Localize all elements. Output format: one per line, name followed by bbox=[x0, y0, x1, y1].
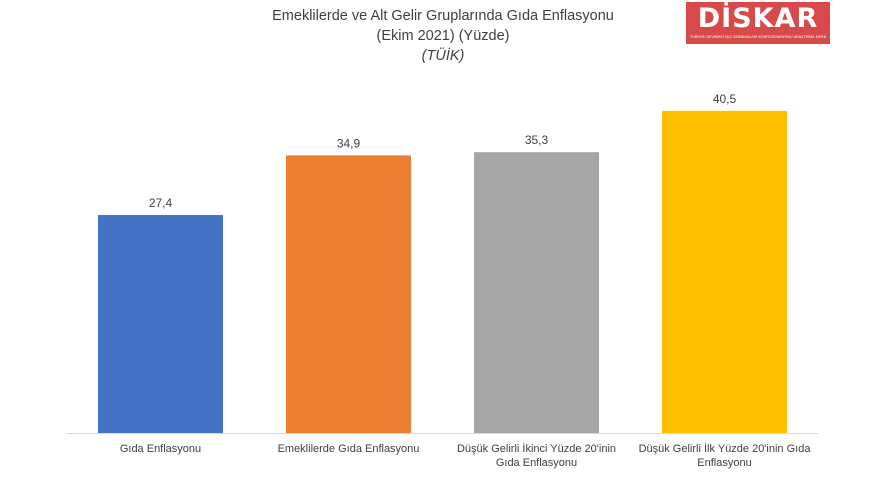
bar-2 bbox=[286, 155, 411, 434]
chart-title-block: Emeklilerde ve Alt Gelir Gruplarında Gıd… bbox=[170, 6, 716, 66]
logo-tagline: TÜRKİYE DEVRİMCİ İŞÇİ SENDİKALARI KONFED… bbox=[690, 35, 826, 39]
category-label-1: Gıda Enflasyonu bbox=[119, 443, 202, 455]
data-label-2: 34,9 bbox=[337, 136, 361, 150]
chart-source: (TÜİK) bbox=[421, 48, 465, 64]
bar-4 bbox=[662, 110, 787, 433]
category-label-3: Düşük Gelirli İkinci Yüzde 20'inin Gıda … bbox=[456, 443, 617, 469]
chart-title-line1: Emeklilerde ve Alt Gelir Gruplarında Gıd… bbox=[272, 8, 614, 24]
data-label-1: 27,4 bbox=[149, 196, 173, 210]
logo-brand-text: DİSKAR bbox=[697, 3, 819, 34]
chart-title-line2: (Ekim 2021) (Yüzde) bbox=[376, 28, 510, 44]
data-label-4: 40,5 bbox=[713, 92, 737, 106]
category-label-2: Emeklilerde Gıda Enflasyonu bbox=[277, 443, 420, 455]
category-label-4: Düşük Gelirli İlk Yüzde 20'inin Gıda Enf… bbox=[638, 443, 811, 469]
bar-1 bbox=[98, 215, 223, 433]
bar-3 bbox=[474, 152, 599, 433]
data-label-3: 35,3 bbox=[525, 133, 549, 147]
diskar-logo: DİSKAR TÜRKİYE DEVRİMCİ İŞÇİ SENDİKALARI… bbox=[686, 2, 830, 44]
